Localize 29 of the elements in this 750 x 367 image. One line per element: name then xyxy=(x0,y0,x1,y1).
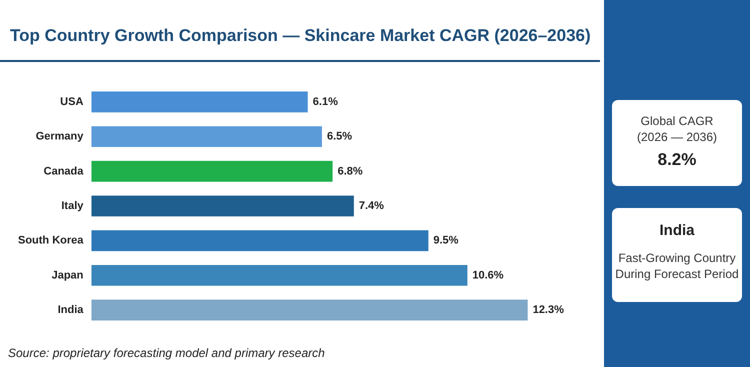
text: (2026 — 2036) xyxy=(636,130,718,144)
bar xyxy=(91,160,333,182)
y-tick-label: India xyxy=(58,304,84,316)
y-tick-label: USA xyxy=(60,96,84,108)
y-tick-label: Japan xyxy=(52,269,84,282)
y-tick-label: Italy xyxy=(61,200,84,212)
bar xyxy=(91,300,528,320)
y-tick-label: Germany xyxy=(36,130,84,143)
data-label: 6.5% xyxy=(326,130,352,143)
data-label: 10.6% xyxy=(472,269,504,282)
y-tick-label: Canada xyxy=(44,165,84,178)
bar xyxy=(91,196,354,216)
data-label: 12.3% xyxy=(532,304,564,316)
text: Fast-Growing Country xyxy=(617,251,737,265)
bar xyxy=(91,264,468,286)
data-label: 9.5% xyxy=(433,234,459,247)
text: Global CAGR xyxy=(640,114,714,128)
data-label: 7.4% xyxy=(358,200,384,212)
chart-title: Top Country Growth Comparison — Skincare Market CAGR (2026–2036) xyxy=(10,26,591,46)
data-label: 6.1% xyxy=(312,96,338,108)
text: 8.2% xyxy=(656,150,698,170)
bar xyxy=(91,126,322,148)
text: During Forecast Period xyxy=(614,267,740,281)
text: India xyxy=(658,222,696,239)
y-tick-label: South Korea xyxy=(18,234,84,247)
bar xyxy=(91,92,308,112)
source-note: Source: proprietary forecasting model and primary research xyxy=(8,346,325,360)
data-label: 6.8% xyxy=(338,165,363,178)
bar xyxy=(91,230,428,252)
